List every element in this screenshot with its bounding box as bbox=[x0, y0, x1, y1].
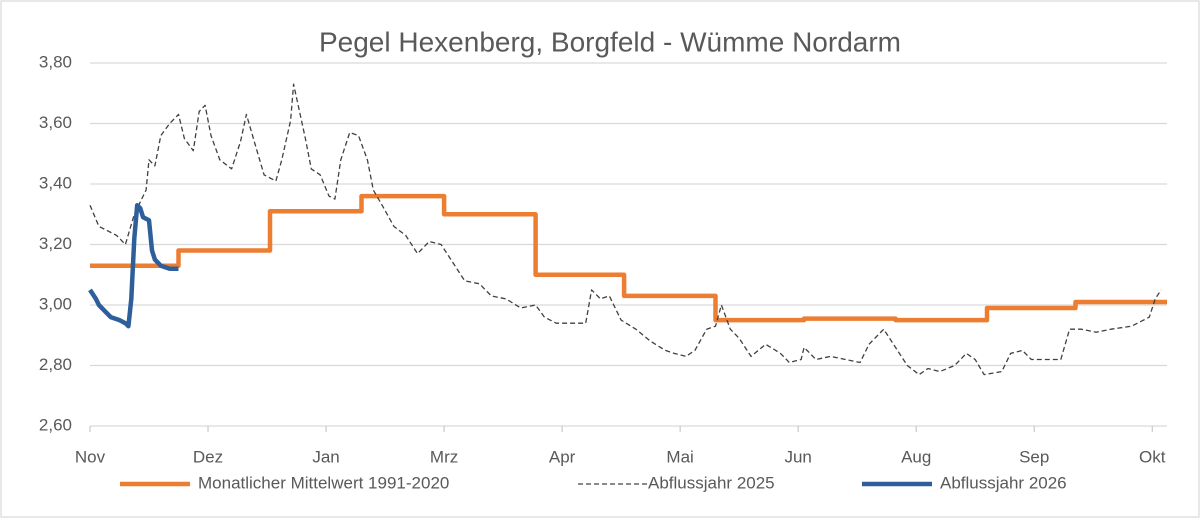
x-tick-label: Mai bbox=[666, 447, 693, 466]
y-tick-label: 3,60 bbox=[39, 113, 72, 132]
x-tick-label: Nov bbox=[75, 447, 106, 466]
series-line bbox=[88, 202, 179, 329]
y-tick-label: 3,40 bbox=[39, 173, 72, 192]
x-tick-label: Sep bbox=[1019, 447, 1049, 466]
x-tick-label: Aug bbox=[901, 447, 931, 466]
y-tick-label: 3,00 bbox=[39, 294, 72, 313]
x-tick-label: Mrz bbox=[430, 447, 458, 466]
series-line bbox=[89, 83, 1162, 376]
x-tick-label: Jun bbox=[784, 447, 811, 466]
y-tick-label: 2,60 bbox=[39, 415, 72, 434]
x-tick-label: Jan bbox=[312, 447, 339, 466]
chart-title: Pegel Hexenberg, Borgfeld - Wümme Nordar… bbox=[319, 26, 901, 57]
legend-label: Abflussjahr 2025 bbox=[648, 473, 775, 492]
x-tick-label: Dez bbox=[193, 447, 223, 466]
y-tick-label: 3,20 bbox=[39, 234, 72, 253]
y-tick-label: 2,80 bbox=[39, 355, 72, 374]
series-line bbox=[90, 193, 1167, 323]
legend-label: Abflussjahr 2026 bbox=[940, 473, 1067, 492]
x-tick-label: Apr bbox=[549, 447, 576, 466]
legend-label: Monatlicher Mittelwert 1991-2020 bbox=[198, 473, 449, 492]
x-tick-label: Okt bbox=[1139, 447, 1166, 466]
y-tick-label: 3,80 bbox=[39, 52, 72, 71]
